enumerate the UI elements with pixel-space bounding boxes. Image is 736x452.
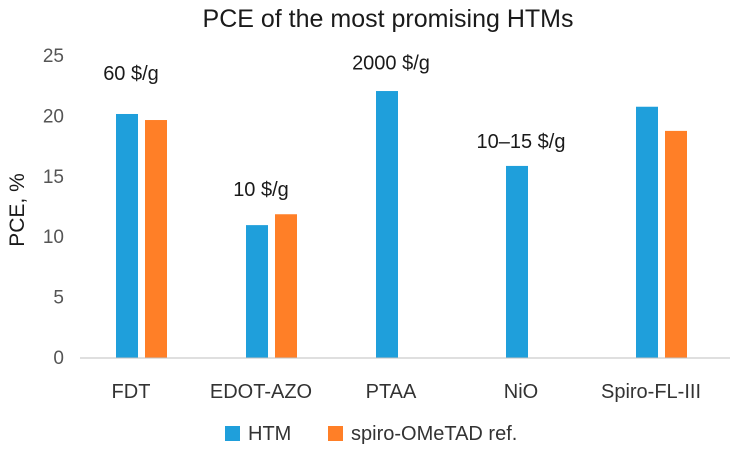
bar-spiro-ometad-ref-fdt [145,120,167,358]
price-annotation: 10 $/g [233,179,289,201]
bar-htm-spiro-fl-iii [636,106,658,359]
legend-label: spiro-OMeTAD ref. [351,423,517,445]
chart-title: PCE of the most promising HTMs [203,5,574,33]
y-axis-ticks: 0 5 10 15 20 25 [43,46,64,369]
bar-htm-fdt [116,113,138,358]
legend: HTM spiro-OMeTAD ref. [225,423,517,445]
y-tick-label: 15 [43,167,64,188]
bar-htm-nio [506,165,528,358]
y-tick-label: 20 [43,106,64,127]
price-annotation: 60 $/g [103,63,159,85]
y-tick-label: 0 [53,348,64,369]
bars-group [116,91,687,359]
legend-label: HTM [248,423,291,445]
legend-swatch [225,426,240,441]
y-axis-label: PCE, % [6,173,29,247]
annotations-group: 60 $/g 10 $/g 2000 $/g 10–15 $/g [103,52,565,201]
bar-spiro-ometad-ref-spiro-fl-iii [665,130,687,358]
x-tick-label: NiO [504,381,538,403]
y-tick-label: 10 [43,227,64,248]
price-annotation: 2000 $/g [352,52,430,74]
price-annotation: 10–15 $/g [477,131,566,153]
bar-htm-ptaa [376,91,398,359]
bar-spiro-ometad-ref-edot-azo [275,214,297,358]
x-tick-label: EDOT-AZO [210,381,312,403]
x-tick-label: Spiro-FL-III [601,381,701,403]
y-tick-label: 5 [53,288,64,309]
x-axis-ticks: FDT EDOT-AZO PTAA NiO Spiro-FL-III [112,381,701,403]
x-tick-label: FDT [112,381,151,403]
bar-htm-edot-azo [246,225,268,358]
y-tick-label: 25 [43,46,64,67]
legend-swatch [328,426,343,441]
x-tick-label: PTAA [366,381,417,403]
